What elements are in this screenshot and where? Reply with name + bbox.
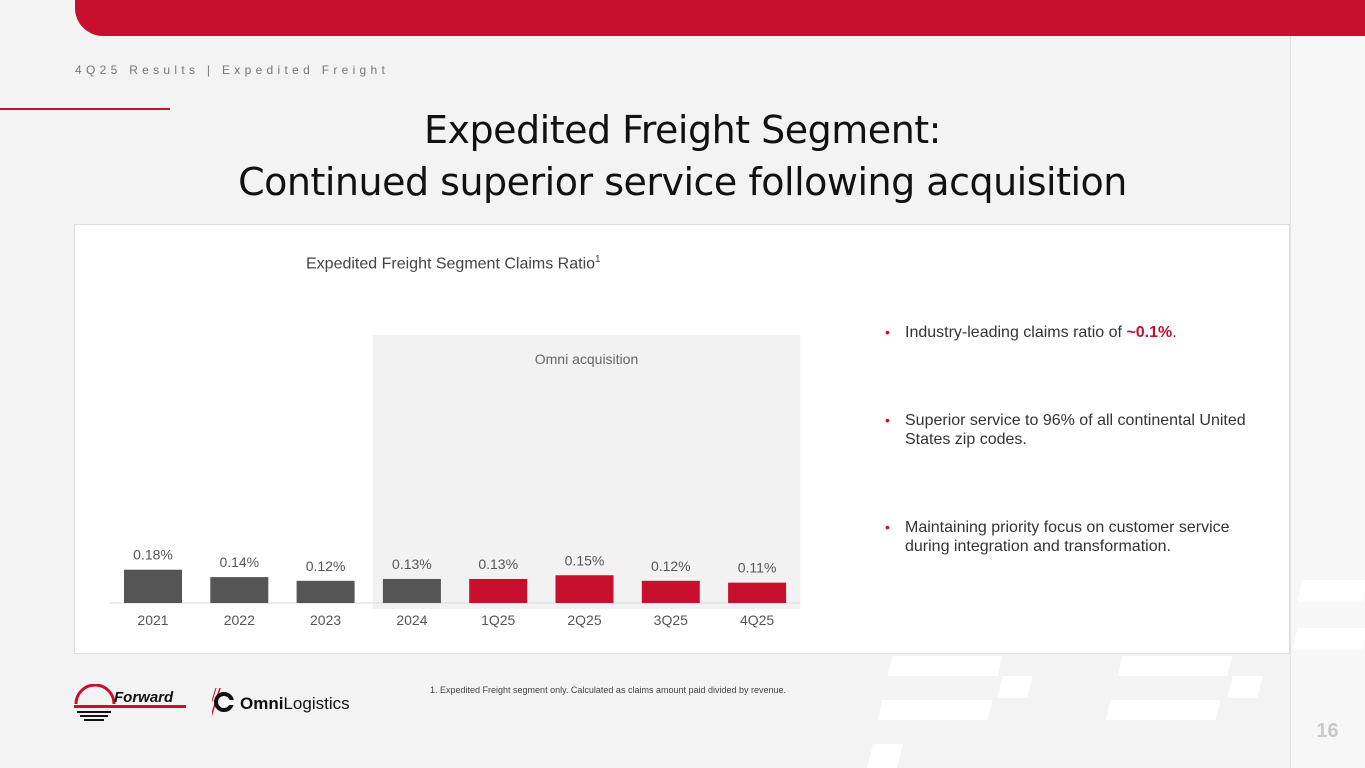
bullet-item: • Maintaining priority focus on customer…: [885, 518, 1265, 556]
x-tick-label-2021: 2021: [137, 612, 168, 628]
x-tick-label-2024: 2024: [396, 612, 427, 628]
data-label-2023: 0.12%: [306, 558, 346, 574]
bullet-text: Industry-leading claims ratio of ~0.1%.: [905, 324, 1177, 341]
bullet-dot: •: [885, 324, 890, 340]
bullet-dot: •: [885, 519, 890, 535]
decorative-stripe: [1292, 628, 1365, 650]
x-tick-label-1q25: 1Q25: [481, 612, 515, 628]
decorative-stripe: [1227, 676, 1263, 698]
omni-logistics-logo: OmniLogistics: [212, 688, 350, 717]
data-label-2021: 0.18%: [133, 547, 173, 563]
x-tick-label-3q25: 3Q25: [654, 612, 688, 628]
x-tick-label-2q25: 2Q25: [567, 612, 601, 628]
footnote: 1. Expedited Freight segment only. Calcu…: [430, 685, 787, 695]
decorative-stripe: [1117, 656, 1233, 676]
decorative-stripe: [1297, 580, 1365, 602]
x-tick-label-2023: 2023: [310, 612, 341, 628]
decorative-stripe: [877, 700, 993, 720]
top-banner: [75, 0, 1365, 36]
page-number: 16: [1316, 720, 1339, 742]
claims-ratio-bar-chart: Omni acquisition 0.18% 2021 0.14% 2022 0.12% 2…: [110, 335, 801, 628]
data-label-2024: 0.13%: [392, 556, 432, 572]
decorative-stripe: [867, 744, 903, 768]
bar-2q25: [555, 575, 614, 603]
bullet-text: Maintaining priority focus on customer s…: [905, 519, 1230, 555]
bullet-item: • Industry-leading claims ratio of ~0.1%…: [885, 323, 1265, 342]
chart-title-text: Expedited Freight Segment Claims Ratio: [306, 255, 596, 273]
svg-text:OmniLogistics: OmniLogistics: [240, 694, 350, 713]
bar-2022: [210, 577, 269, 603]
omni-acquisition-region: [372, 335, 801, 609]
data-label-2022: 0.14%: [219, 554, 259, 570]
bullet-item: • Superior service to 96% of all contine…: [885, 411, 1265, 449]
chart-title-footnote-mark: 1: [595, 254, 601, 265]
data-label-4q25: 0.11%: [738, 560, 777, 576]
page-title-line-2: Continued superior service following acq…: [238, 160, 1127, 204]
bar-2021: [124, 569, 182, 603]
omni-acquisition-label: Omni acquisition: [535, 351, 639, 367]
bar-2023: [296, 580, 355, 603]
page-title: Expedited Freight Segment: Continued sup…: [75, 104, 1290, 208]
data-label-2q25: 0.15%: [565, 552, 605, 568]
decorative-stripe: [887, 656, 1003, 676]
decorative-stripe: [997, 676, 1033, 698]
svg-text:Forward: Forward: [114, 689, 174, 706]
chart-title: Expedited Freight Segment Claims Ratio1: [306, 254, 601, 273]
bar-1q25: [469, 578, 528, 603]
bar-2024: [382, 578, 441, 603]
forward-logo: Forward: [74, 684, 186, 721]
highlight-value: ~0.1%: [1126, 324, 1173, 341]
data-label-1q25: 0.13%: [478, 556, 518, 572]
data-label-3q25: 0.12%: [651, 558, 691, 574]
breadcrumb: 4Q25 Results | Expedited Freight: [75, 63, 390, 77]
decorative-stripe: [1105, 700, 1221, 720]
page-title-line-1: Expedited Freight Segment:: [424, 108, 941, 152]
bar-4q25: [728, 582, 787, 603]
bullet-dot: •: [885, 412, 890, 428]
accent-line: [0, 108, 170, 110]
bullet-text: Superior service to 96% of all continent…: [905, 412, 1246, 448]
x-tick-label-2022: 2022: [224, 612, 255, 628]
right-side-strip: [1290, 36, 1365, 768]
bar-3q25: [641, 580, 700, 603]
x-tick-label-4q25: 4Q25: [740, 612, 774, 628]
